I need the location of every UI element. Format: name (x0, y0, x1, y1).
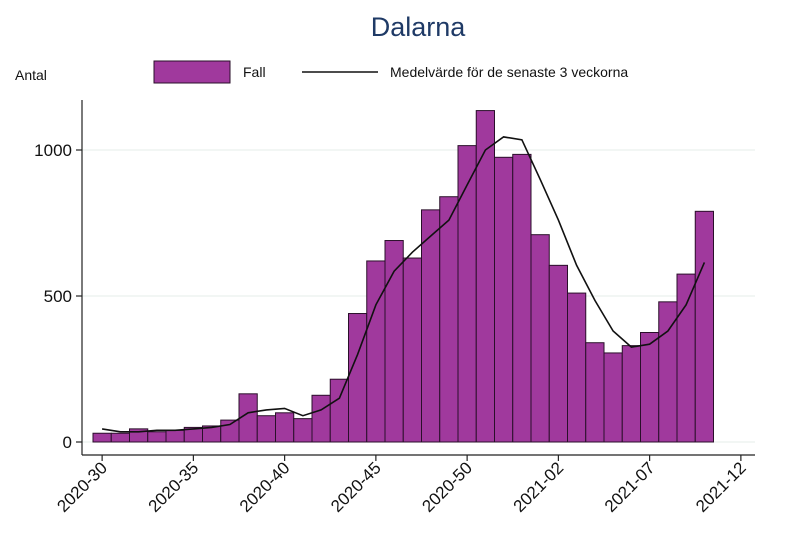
x-tick-label-2020-50: 2020-50 (418, 458, 476, 516)
x-tick-label-2021-07: 2021-07 (601, 458, 659, 516)
bar-2021-02 (548, 264, 568, 443)
bar-2020-31 (110, 432, 130, 443)
average-line-group (101, 136, 706, 433)
x-tick-label-2020-45: 2020-45 (327, 458, 385, 516)
bar-2021-05 (603, 352, 623, 443)
x-tick-label-2020-35: 2020-35 (145, 458, 203, 516)
bar-2020-48 (421, 209, 441, 443)
x-tick-label-2020-30: 2020-30 (53, 458, 111, 516)
bar-2020-38 (238, 393, 258, 443)
x-tick-label-2021-02: 2021-02 (510, 458, 568, 516)
y-axis-label: Antal (15, 67, 47, 83)
bar-2021-01 (530, 234, 550, 443)
bar-2021-06 (621, 345, 641, 443)
legend-label-fall: Fall (243, 64, 266, 80)
y-tick-label-1000: 1000 (34, 141, 72, 160)
bar-2020-42 (311, 394, 331, 443)
legend: Fall Medelvärde för de senaste 3 veckorn… (153, 60, 628, 84)
bar-2020-51 (475, 110, 495, 443)
average-line (101, 136, 706, 433)
bar-2020-39 (256, 415, 276, 443)
bar-2020-41 (293, 418, 313, 443)
y-ticks: 0 500 1000 (34, 141, 82, 452)
x-tick-label-2020-40: 2020-40 (236, 458, 294, 516)
bar-2020-37 (220, 419, 240, 443)
bar-2021-03 (567, 292, 587, 443)
axes (81, 100, 755, 456)
x-tick-label-2021-12: 2021-12 (692, 458, 750, 516)
bar-2020-49 (439, 196, 459, 443)
bar-2020-50 (457, 145, 477, 443)
bar-2020-43 (329, 378, 349, 443)
bar-2020-33 (147, 431, 167, 443)
bar-2021-10 (694, 210, 714, 443)
y-tick-label-0: 0 (63, 433, 72, 452)
bar-2021-09 (676, 273, 696, 443)
legend-swatch-fall (153, 60, 231, 84)
bar-2021-07 (640, 332, 660, 443)
y-tick-label-500: 500 (44, 287, 72, 306)
bar-2020-52 (494, 156, 514, 443)
bar-2020-45 (366, 260, 386, 443)
bar-2020-34 (165, 429, 185, 443)
legend-label-average: Medelvärde för de senaste 3 veckorna (390, 64, 628, 80)
chart-title: Dalarna (371, 12, 467, 42)
bars (92, 110, 714, 443)
bar-2020-47 (402, 257, 422, 443)
bar-2020-30 (92, 432, 112, 443)
bar-2020-44 (348, 313, 368, 443)
bar-2020-40 (275, 412, 295, 443)
x-ticks: 2020-30 2020-35 2020-40 2020-45 2020-50 2021-… (53, 455, 750, 516)
bar-2020-53 (512, 153, 532, 443)
bar-2021-04 (585, 342, 605, 443)
